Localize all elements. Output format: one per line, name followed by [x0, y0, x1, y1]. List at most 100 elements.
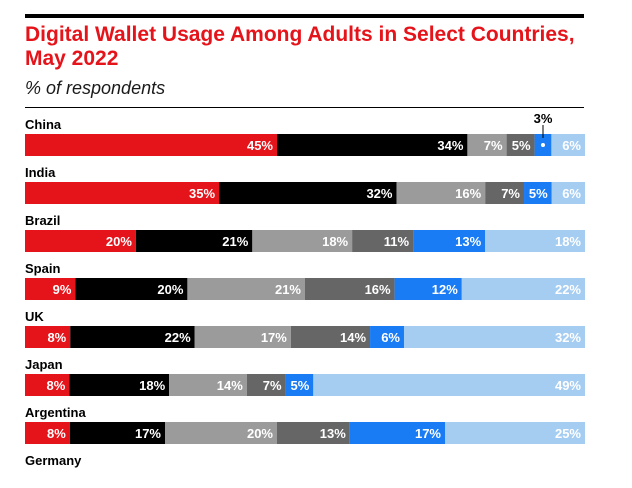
segment-label: 18% [322, 234, 348, 249]
segment-label: 8% [47, 378, 66, 393]
subtitle-rule [25, 107, 584, 108]
bar-segment [277, 422, 350, 444]
country-label: Spain [25, 261, 60, 276]
bar-segment [394, 278, 462, 300]
bar-segment [25, 326, 71, 348]
callout-label: 3% [534, 111, 553, 126]
bar-segment [25, 134, 277, 156]
segment-label: 18% [139, 378, 165, 393]
segment-label: 32% [366, 186, 392, 201]
segment-label: 8% [47, 330, 66, 345]
bar-segment [290, 326, 371, 348]
segment-label: 18% [555, 234, 581, 249]
segment-label: 20% [106, 234, 132, 249]
country-label: Argentina [25, 405, 86, 420]
segment-label: 21% [222, 234, 248, 249]
segment-label: 14% [217, 378, 243, 393]
bar-segment [135, 230, 253, 252]
segment-label: 5% [512, 138, 531, 153]
bar-segment [313, 374, 585, 396]
segment-label: 7% [501, 186, 520, 201]
segment-label: 17% [135, 426, 161, 441]
bar-segment [467, 134, 507, 156]
segment-label: 7% [484, 138, 503, 153]
segment-label: 32% [555, 330, 581, 345]
bar-segment [246, 374, 286, 396]
bar-segment [485, 182, 525, 204]
bar-segment [25, 182, 220, 204]
bar-segment [403, 326, 585, 348]
country-label: UK [25, 309, 44, 324]
segment-label: 13% [320, 426, 346, 441]
bar-segment [70, 326, 195, 348]
segment-label: 14% [340, 330, 366, 345]
bar-segment [461, 278, 585, 300]
bar-segment [277, 134, 468, 156]
segment-label: 35% [189, 186, 215, 201]
bar-segment [305, 278, 395, 300]
segment-label: 45% [247, 138, 273, 153]
bar-row: Spain 9% 20% 21% 16% 12% 22% [25, 261, 585, 300]
bar-segment [69, 422, 165, 444]
bar-row: China 45% 34% 7% 5%3% 6% [25, 111, 585, 156]
segment-label: 13% [455, 234, 481, 249]
bar-row: India 35% 32% 16% 7% 5% 6% [25, 165, 585, 204]
segment-label: 5% [291, 378, 310, 393]
segment-label: 16% [365, 282, 391, 297]
bar-segment [445, 422, 585, 444]
bar-segment [252, 230, 353, 252]
segment-label: 5% [529, 186, 548, 201]
bar-segment [165, 422, 277, 444]
segment-label: 7% [263, 378, 282, 393]
bar-segment [219, 182, 397, 204]
bar-row: UK8% 22% 17% 14% 6% 32% [25, 309, 585, 348]
segment-label: 21% [275, 282, 301, 297]
bar-segment [352, 230, 414, 252]
bar-segment [370, 326, 404, 348]
bar-row: Brazil 20% 21% 18% 11% 13% 18% [25, 213, 585, 252]
segment-label: 6% [562, 186, 581, 201]
top-rule [25, 14, 584, 18]
bar-row: Japan 8% 18% 14% 7% 5% 49% [25, 357, 585, 396]
segment-label: 25% [555, 426, 581, 441]
bar-segment [349, 422, 445, 444]
bar-segment [506, 134, 535, 156]
segment-label: 20% [247, 426, 273, 441]
country-label: Japan [25, 357, 63, 372]
country-label: Brazil [25, 213, 60, 228]
segment-label: 6% [562, 138, 581, 153]
bar-segment [551, 182, 585, 204]
country-label: Germany [25, 453, 82, 468]
bar-segment [485, 230, 585, 252]
bar-segment [187, 278, 305, 300]
segment-label: 11% [384, 234, 410, 249]
segment-label: 34% [437, 138, 463, 153]
bar-segment [25, 230, 136, 252]
bar-segment [25, 422, 70, 444]
bar-segment [551, 134, 585, 156]
chart-title: Digital Wallet Usage Among Adults in Sel… [25, 23, 575, 70]
callout-dot [541, 143, 545, 147]
bar-segment [69, 374, 170, 396]
bar-segment [413, 230, 486, 252]
segment-label: 12% [432, 282, 458, 297]
segment-label: 22% [165, 330, 191, 345]
bar-segment [396, 182, 486, 204]
bar-segment [25, 374, 70, 396]
segment-label: 16% [455, 186, 481, 201]
segment-label: 8% [47, 426, 66, 441]
segment-label: 17% [261, 330, 287, 345]
bar-row: Germany [25, 453, 82, 468]
country-label: India [25, 165, 56, 180]
segment-label: 6% [381, 330, 400, 345]
segment-label: 17% [415, 426, 441, 441]
segment-label: 49% [555, 378, 581, 393]
bar-segment [285, 374, 314, 396]
bar-segment [194, 326, 291, 348]
bar-segment [25, 278, 76, 300]
segment-label: 22% [555, 282, 581, 297]
bar-segment [75, 278, 188, 300]
segment-label: 20% [157, 282, 183, 297]
bar-segment [524, 182, 552, 204]
